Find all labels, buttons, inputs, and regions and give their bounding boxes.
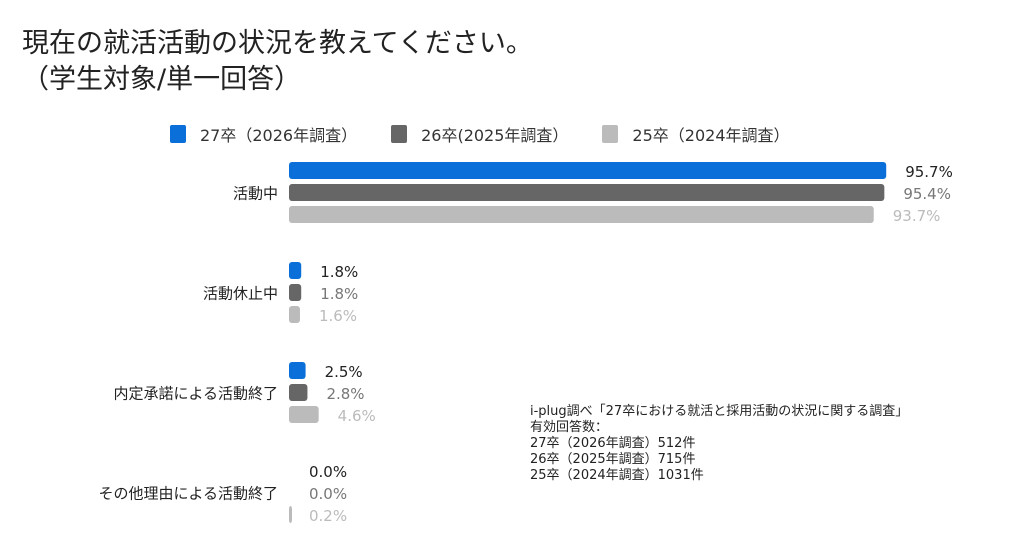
legend-swatch [391,125,408,143]
response-count-label: 有効回答数： [530,420,609,435]
data-label: 1.8% [320,263,358,281]
legend-swatch [170,125,186,143]
bar [289,362,306,379]
chart-title: 現在の就活活動の状況を教えてください。 （学生対象/単一回答） [22,26,533,98]
title-line-1: 現在の就活活動の状況を教えてください。 [22,28,533,59]
data-label: 95.7% [905,163,953,181]
legend: 27卒（2026年調査） 26卒(2025年調査） 25卒（2024年調査） [170,122,790,146]
source-text: i-plug調べ「27卒における就活と採用活動の状況に関する調査」 [530,404,909,419]
category-label: その他理由による活動終了 [98,485,278,503]
data-label: 1.8% [320,285,358,303]
bar [289,506,292,523]
legend-label: 25卒（2024年調査） [632,126,790,145]
response-count-27: 27卒（2026年調査）512件 [530,436,696,451]
response-count-26: 26卒（2025年調査）715件 [530,452,696,467]
legend-swatch [602,125,619,143]
category-label: 活動中 [233,185,278,203]
legend-item-27: 27卒（2026年調査） [170,122,357,146]
data-label: 0.0% [309,463,347,481]
bar [289,206,874,223]
legend-label: 26卒(2025年調査） [421,126,569,145]
category-label: 活動休止中 [203,285,278,303]
legend-item-26: 26卒(2025年調査） [391,122,568,146]
data-label: 93.7% [893,207,941,225]
data-label: 4.6% [338,407,376,425]
bar [289,184,885,201]
bar [289,306,300,323]
data-label: 2.5% [325,363,363,381]
bar [289,384,308,401]
title-line-2: （学生対象/単一回答） [22,64,302,95]
data-label: 2.8% [326,385,364,403]
bar [289,262,302,279]
data-label: 0.2% [309,507,347,525]
legend-label: 27卒（2026年調査） [200,126,358,145]
data-label: 1.6% [319,307,357,325]
data-label: 95.4% [903,185,951,203]
data-label: 0.0% [309,485,347,503]
bar [289,162,887,179]
bar [289,406,319,423]
source-note: i-plug調べ「27卒における就活と採用活動の状況に関する調査」 有効回答数：… [530,404,908,484]
bar [289,284,302,301]
response-count-25: 25卒（2024年調査）1031件 [530,468,704,483]
category-label: 内定承諾による活動終了 [113,385,278,403]
legend-item-25: 25卒（2024年調査） [602,122,790,146]
